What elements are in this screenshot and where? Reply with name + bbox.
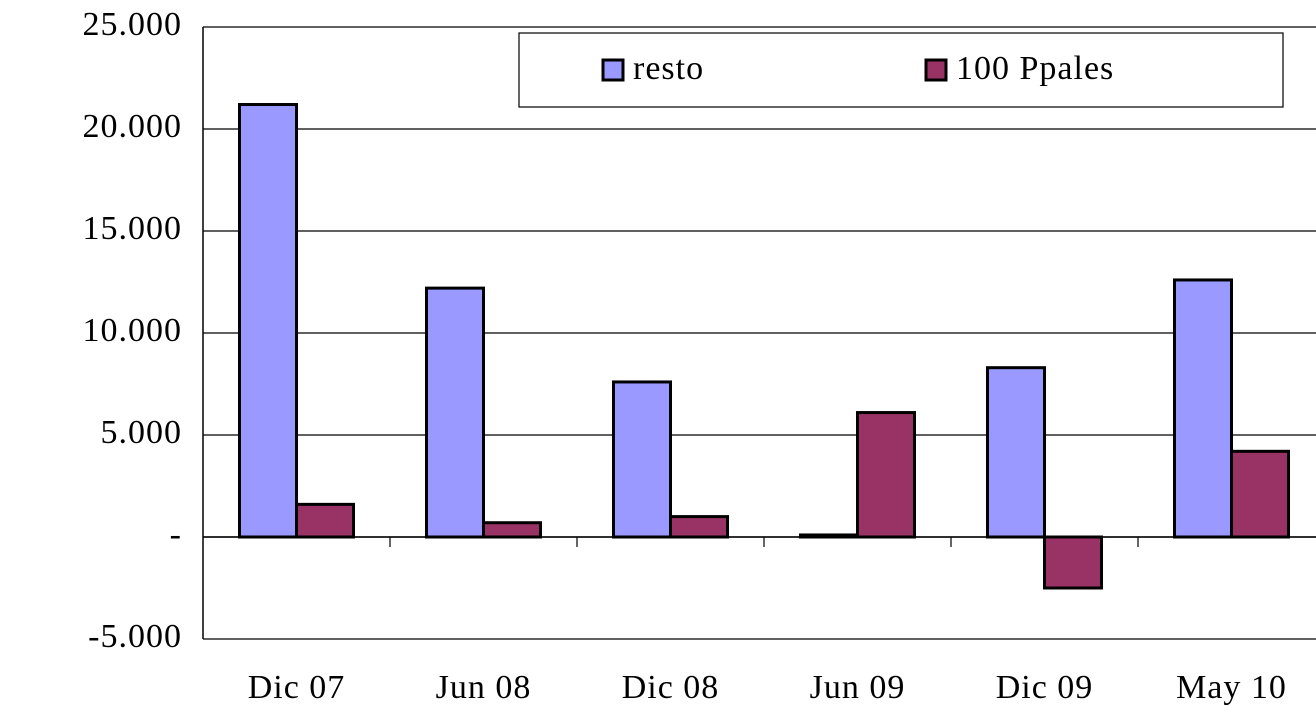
bar bbox=[482, 521, 542, 539]
bar bbox=[1043, 535, 1103, 590]
x-tick-label: Jun 08 bbox=[436, 669, 532, 706]
bar bbox=[986, 366, 1046, 539]
legend-label: resto bbox=[633, 50, 704, 87]
bar bbox=[1173, 278, 1233, 539]
y-tick-label: 25.000 bbox=[83, 6, 183, 43]
y-tick-label: 15.000 bbox=[83, 210, 183, 247]
y-tick-label: 10.000 bbox=[83, 312, 183, 349]
bar bbox=[1230, 449, 1290, 539]
bar bbox=[669, 515, 729, 539]
legend-box bbox=[518, 32, 1284, 108]
bar bbox=[612, 380, 672, 539]
legend-swatch bbox=[924, 58, 948, 82]
y-tick-label: - bbox=[170, 516, 182, 553]
y-tick-label: -5.000 bbox=[88, 618, 182, 655]
legend-label: 100 Ppales bbox=[956, 50, 1114, 87]
x-tick-label: Jun 09 bbox=[810, 669, 906, 706]
bar bbox=[295, 502, 355, 539]
bar bbox=[856, 411, 916, 539]
x-tick-label: Dic 08 bbox=[622, 669, 720, 706]
x-tick-label: May 10 bbox=[1176, 669, 1287, 706]
y-tick-label: 20.000 bbox=[83, 108, 183, 145]
bar bbox=[425, 286, 485, 539]
legend-swatch bbox=[601, 58, 625, 82]
x-tick-label: Dic 09 bbox=[996, 669, 1094, 706]
x-tick-label: Dic 07 bbox=[248, 669, 346, 706]
bar bbox=[238, 103, 298, 539]
y-tick-label: 5.000 bbox=[101, 414, 183, 451]
